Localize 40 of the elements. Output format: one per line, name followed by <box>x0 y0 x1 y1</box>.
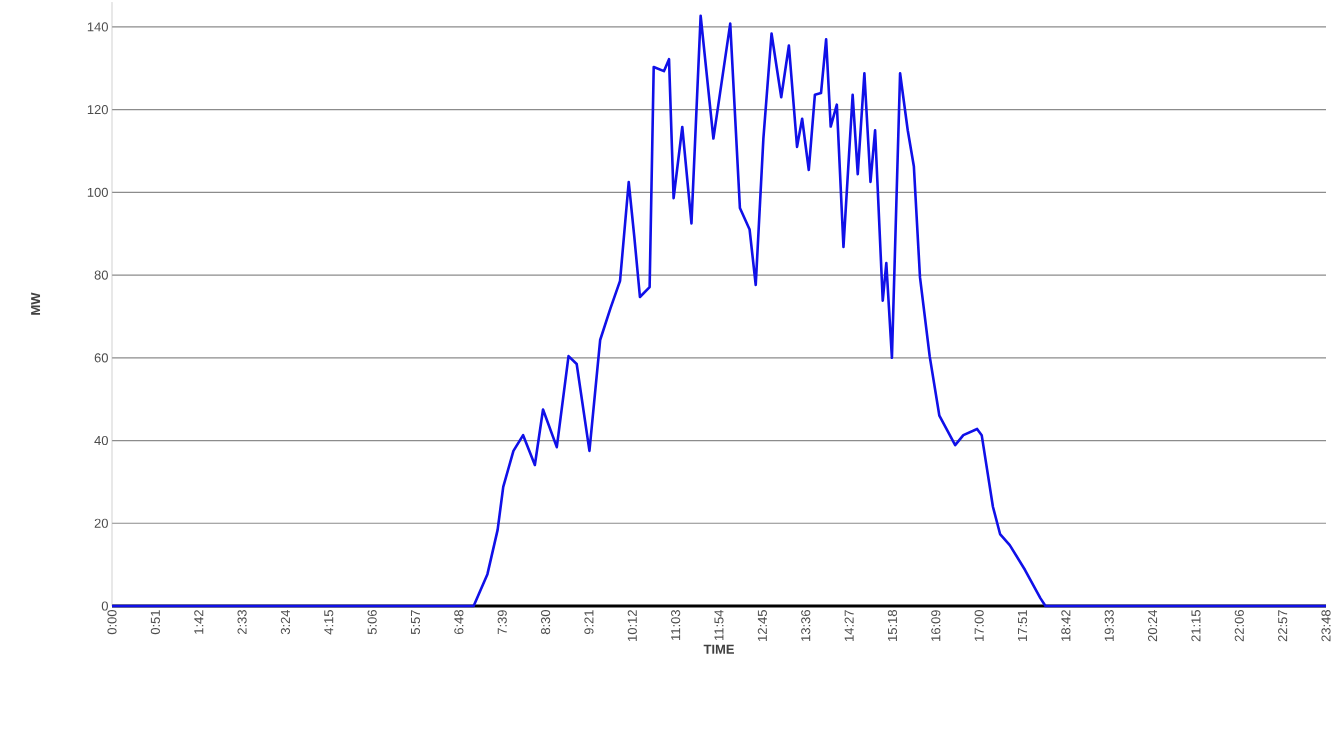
x-tick-label: 21:15 <box>1191 610 1201 642</box>
x-tick-label: 1:42 <box>194 610 204 634</box>
x-tick-label: 17:51 <box>1017 610 1028 641</box>
x-tick-label: 2:33 <box>237 610 247 635</box>
x-axis-title: TIME <box>703 644 734 654</box>
x-tick-label: 3:24 <box>280 609 291 635</box>
y-tick-label: 140 <box>87 22 108 32</box>
x-tick-label: 0:00 <box>107 610 117 635</box>
x-tick-label: 10:12 <box>627 610 637 641</box>
y-tick-label: 80 <box>94 270 108 280</box>
y-tick-label: 120 <box>87 105 108 115</box>
x-tick-label: 6:48 <box>454 610 464 635</box>
x-tick-label: 8:30 <box>540 610 551 635</box>
x-tick-label: 4:15 <box>324 610 334 635</box>
x-tick-label: 5:57 <box>410 610 421 635</box>
x-tick-label: 16:09 <box>931 610 941 641</box>
x-tick-label: 20:24 <box>1147 609 1158 642</box>
y-axis-title: MW <box>31 292 41 315</box>
y-tick-label: 60 <box>94 353 108 363</box>
x-tick-label: 11:54 <box>714 609 724 640</box>
x-tick-label: 7:39 <box>497 610 507 635</box>
x-tick-label: 22:06 <box>1234 610 1244 642</box>
x-tick-label: 17:00 <box>974 610 984 641</box>
x-tick-label: 14:27 <box>844 610 854 641</box>
y-tick-label: 20 <box>94 518 108 528</box>
x-tick-label: 23:48 <box>1321 610 1331 642</box>
y-tick-label: 40 <box>94 435 108 446</box>
x-tick-label: 19:33 <box>1104 610 1114 641</box>
y-tick-label: 100 <box>87 187 108 197</box>
line-series <box>110 14 1328 608</box>
x-tick-label: 13:36 <box>801 610 811 641</box>
x-tick-label: 9:21 <box>584 610 594 635</box>
x-tick-label: 11:03 <box>671 610 681 640</box>
x-tick-label: 5:06 <box>367 610 377 635</box>
x-tick-label: 15:18 <box>887 610 898 641</box>
x-tick-label: 18:42 <box>1061 610 1071 641</box>
y-tick-label: 0 <box>101 601 108 611</box>
x-tick-label: 0:51 <box>150 610 160 635</box>
x-tick-label: 22:57 <box>1278 610 1288 642</box>
x-tick-label: 12:45 <box>757 610 767 641</box>
